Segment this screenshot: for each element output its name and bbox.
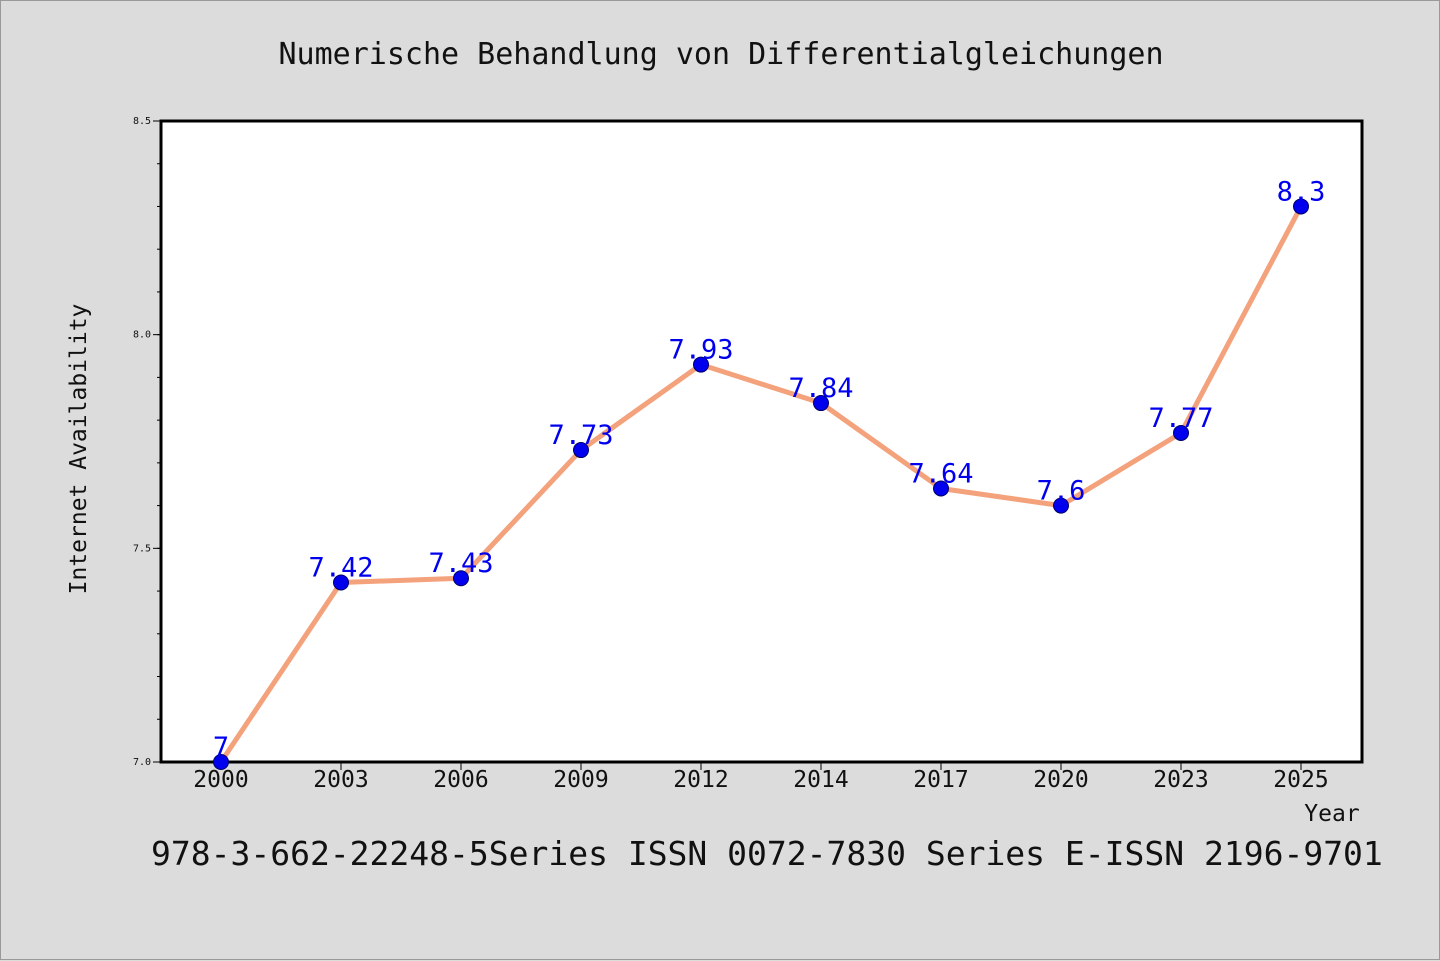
y-tick-label: 8.0 <box>133 330 151 341</box>
x-tick-label: 2006 <box>433 767 488 793</box>
x-axis: 2000 2003 2006 2009 2012 2014 2017 2020 2023 2025 <box>193 762 1329 793</box>
data-label: 7.64 <box>908 459 973 490</box>
data-label: 7.84 <box>788 373 853 404</box>
data-point <box>813 395 829 412</box>
x-tick-label: 2025 <box>1273 767 1328 793</box>
data-label: 7.6 <box>1037 476 1086 507</box>
x-tick-label: 2009 <box>553 767 608 793</box>
y-tick-label: 8.5 <box>133 116 151 127</box>
data-point <box>453 570 469 587</box>
x-axis-label: Year <box>1304 801 1359 827</box>
chart-title: Numerische Behandlung von Differentialgl… <box>278 37 1163 72</box>
x-tick-label: 2020 <box>1033 767 1088 793</box>
data-point <box>933 480 949 497</box>
data-label: 7.77 <box>1148 403 1213 434</box>
x-tick-label: 2017 <box>913 767 968 793</box>
y-axis: 7.0 7.5 8.0 8.5 <box>133 116 161 768</box>
data-point <box>1293 198 1309 215</box>
series-line <box>218 205 1304 764</box>
data-label: 7 <box>213 732 229 763</box>
data-label: 8.3 <box>1277 176 1326 207</box>
data-point <box>1173 424 1189 441</box>
data-point <box>333 574 349 591</box>
y-tick-label: 7.5 <box>133 543 151 554</box>
data-label: 7.93 <box>668 335 733 366</box>
data-point <box>693 356 709 373</box>
x-tick-label: 2000 <box>193 767 248 793</box>
data-label: 7.43 <box>428 548 493 579</box>
y-tick-label: 7.0 <box>133 757 151 768</box>
data-point <box>1053 497 1069 514</box>
data-label: 7.73 <box>548 420 613 451</box>
chart-footer: 978-3-662-22248-5Series ISSN 0072-7830 S… <box>151 834 1383 873</box>
plot-area <box>159 119 1364 764</box>
data-points <box>213 198 1309 770</box>
y-axis-label: Internet Availability <box>66 304 92 595</box>
x-tick-label: 2014 <box>793 767 848 793</box>
data-point <box>213 754 229 770</box>
x-tick-label: 2023 <box>1153 767 1208 793</box>
data-labels: 7 7.42 7.43 7.73 7.93 7.84 7.64 7.6 7.77 8.3 <box>213 176 1326 763</box>
data-label: 7.42 <box>308 553 373 584</box>
data-point <box>573 442 589 459</box>
x-tick-label: 2003 <box>313 767 368 793</box>
x-tick-label: 2012 <box>673 767 728 793</box>
